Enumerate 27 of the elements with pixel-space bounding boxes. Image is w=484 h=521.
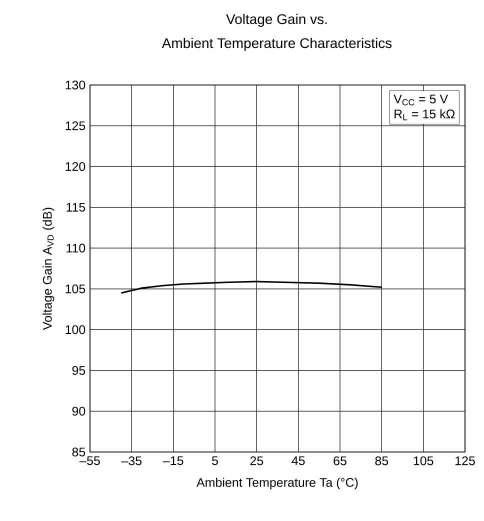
y-tick-label: 130 — [66, 80, 86, 90]
y-tick-label: 125 — [66, 121, 86, 130]
x-tick-label: 85 — [375, 456, 388, 466]
x-tick-label: 105 — [414, 456, 434, 466]
y-tick-label: 90 — [72, 406, 86, 416]
x-tick-label: 125 — [456, 456, 475, 466]
y-tick-label: 105 — [66, 284, 86, 294]
y-tick-label: 85 — [72, 448, 86, 456]
x-tick-label: 5 — [212, 456, 218, 466]
y-tick-label: 110 — [66, 244, 86, 253]
x-tick-label: 25 — [250, 456, 264, 466]
x-axis-title: Ambient Temperature Ta (°C) — [196, 478, 358, 490]
chart-subtitle: Ambient Temperature Characteristics — [162, 38, 392, 51]
annotation: R$_{L}$ = 15 kΩ — [394, 109, 455, 120]
y-tick-label: 115 — [66, 202, 86, 212]
x-tick-label: –55 — [80, 456, 100, 466]
x-tick-label: –35 — [121, 456, 142, 466]
annotation: V$_{CC}$ = 5 V — [394, 94, 448, 106]
x-tick-label: –15 — [162, 456, 184, 466]
y-tick-label: 95 — [72, 366, 86, 375]
chart-title: Voltage Gain vs. — [226, 14, 327, 27]
x-tick-label: 45 — [292, 456, 305, 466]
y-tick-label: 120 — [66, 162, 86, 171]
line-series — [120, 280, 382, 294]
y-tick-label: 100 — [66, 325, 86, 334]
y-axis-title: Voltage Gain A$_{VD}$ (dB) — [42, 208, 54, 330]
x-tick-label: 65 — [334, 456, 346, 466]
